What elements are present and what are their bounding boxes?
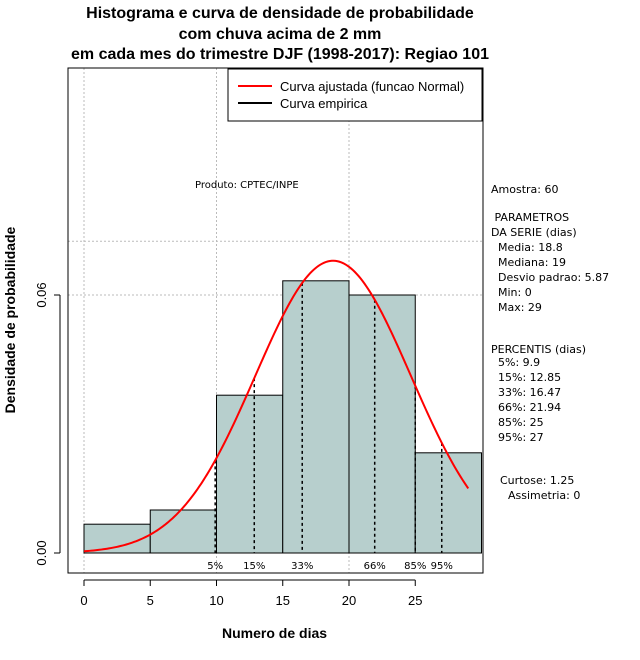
chart-title-line-2: com chuva acima de 2 mm bbox=[178, 26, 382, 43]
x-tick-label-5: 25 bbox=[408, 593, 422, 608]
legend-label-empirical: Curva empirica bbox=[280, 96, 368, 111]
plot-frame bbox=[67, 67, 484, 574]
x-tick-label-4: 20 bbox=[342, 593, 356, 608]
kurtosis: Curtose: 1.25 bbox=[500, 474, 575, 487]
percentiles-values: 5%: 9.9 15%: 12.85 33%: 16.47 66%: 21.94… bbox=[497, 356, 562, 444]
histogram-bar-5 bbox=[414, 452, 482, 554]
legend-box bbox=[227, 68, 483, 122]
histogram-bar-2 bbox=[216, 394, 284, 554]
histogram-bar-3 bbox=[282, 280, 350, 554]
percentile-label-1: 15% bbox=[243, 561, 265, 572]
x-tick-label-3: 15 bbox=[276, 593, 290, 608]
percentiles-title: PERCENTIS (dias) bbox=[491, 343, 587, 356]
percentile-label-5: 95% bbox=[431, 561, 453, 572]
legend: Curva ajustada (funcao Normal) Curva emp… bbox=[227, 68, 483, 122]
chart-title-line-1: Histograma e curva de densidade de proba… bbox=[86, 5, 474, 22]
y-tick-label-1: 0.06 bbox=[34, 282, 49, 307]
parameters-values: Media: 18.8 Mediana: 19 Desvio padrao: 5… bbox=[497, 241, 610, 314]
chart-title-line-3: em cada mes do trimestre DJF (1998-2017)… bbox=[71, 46, 489, 63]
percentile-label-2: 33% bbox=[291, 561, 313, 572]
y-tick-label-0: 0.00 bbox=[34, 540, 49, 565]
histogram-bar-4 bbox=[348, 294, 416, 554]
y-axis-title: Densidade de probabilidade bbox=[2, 226, 18, 414]
product-annotation: Produto: CPTEC/INPE bbox=[195, 180, 299, 191]
x-tick-label-0: 0 bbox=[80, 593, 87, 608]
histogram-bar-1 bbox=[149, 509, 217, 554]
x-axis-title: Numero de dias bbox=[222, 625, 328, 641]
x-tick-label-1: 5 bbox=[147, 593, 154, 608]
percentile-label-4: 85% bbox=[404, 561, 426, 572]
x-tick-label-2: 10 bbox=[209, 593, 223, 608]
sample-size: Amostra: 60 bbox=[491, 183, 559, 196]
percentile-label-3: 66% bbox=[364, 561, 386, 572]
parameters-title: PARAMETROS DA SERIE (dias) bbox=[491, 211, 577, 239]
histogram-bar-0 bbox=[83, 523, 151, 554]
percentile-label-0: 5% bbox=[207, 561, 223, 572]
normal-curve bbox=[83, 259, 470, 553]
skewness: Assimetria: 0 bbox=[508, 489, 581, 502]
legend-label-normal: Curva ajustada (funcao Normal) bbox=[280, 79, 464, 94]
